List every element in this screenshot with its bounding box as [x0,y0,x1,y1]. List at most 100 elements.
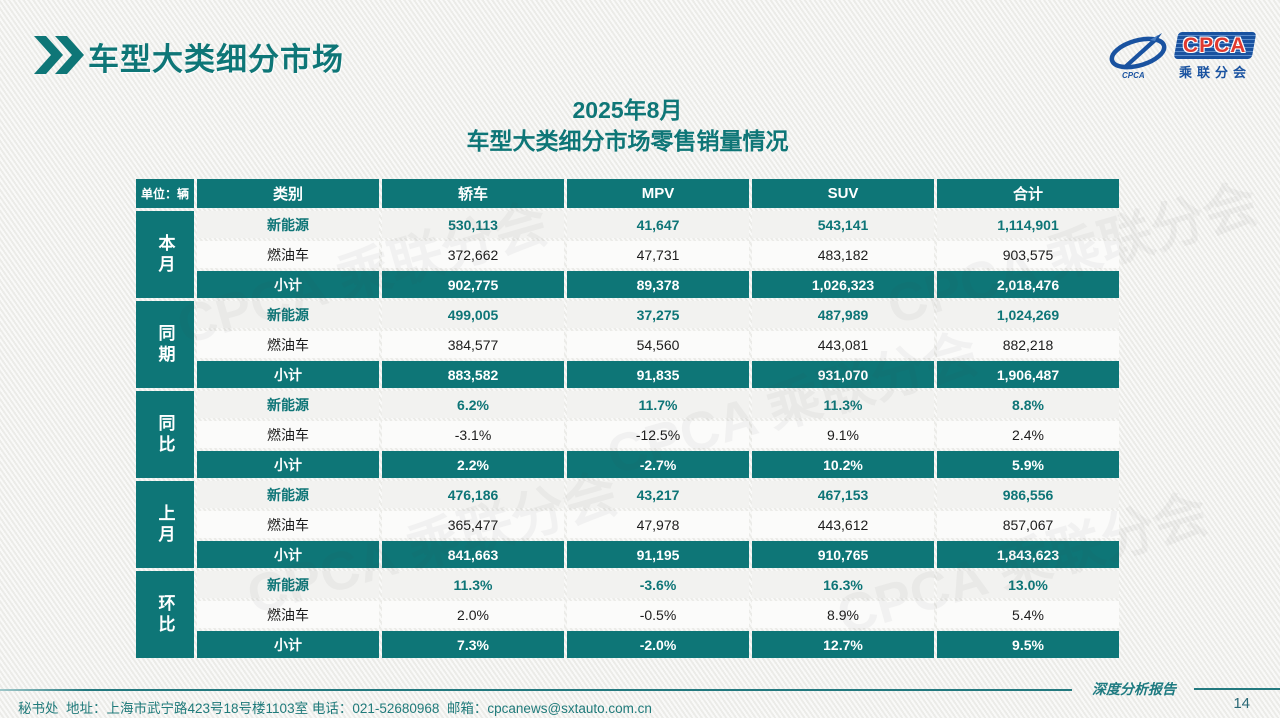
table-row: 小计 883,582 91,835 931,070 1,906,487 [136,361,1119,388]
value-cell: 1,906,487 [937,361,1119,388]
value-cell: 13.0% [937,571,1119,598]
value-cell: 487,989 [752,301,934,328]
group-label-current-month: 本月 [136,211,194,298]
table-row: 燃油车 372,662 47,731 483,182 903,575 [136,241,1119,268]
report-type-label: 深度分析报告 [1092,683,1176,698]
value-cell: -2.7% [567,451,749,478]
category-cell: 小计 [197,631,379,658]
unit-label: 单位：辆 [136,179,194,208]
group-label-yoy: 同比 [136,391,194,478]
value-cell: 986,556 [937,481,1119,508]
value-cell: 365,477 [382,511,564,538]
value-cell: 37,275 [567,301,749,328]
table-row: 小计 841,663 91,195 910,765 1,843,623 [136,541,1119,568]
value-cell: 10.2% [752,451,934,478]
cpca-logo-subtext: 乘联分会 [1178,65,1251,80]
value-cell: 499,005 [382,301,564,328]
value-cell: 5.4% [937,601,1119,628]
value-cell: 483,182 [752,241,934,268]
group-label-mom: 环比 [136,571,194,658]
value-cell: 882,218 [937,331,1119,358]
value-cell: 11.3% [752,391,934,418]
table-title-line1: 2025年8月 [572,97,683,123]
value-cell: 5.9% [937,451,1119,478]
category-cell: 燃油车 [197,421,379,448]
segment-sales-table: 单位：辆 类别 轿车 MPV SUV 合计 本月 新能源 530,113 41,… [133,176,1122,661]
value-cell: -3.6% [567,571,749,598]
value-cell: 931,070 [752,361,934,388]
value-cell: 841,663 [382,541,564,568]
value-cell: 443,612 [752,511,934,538]
footer-contact-info: 秘书处 地址：上海市武宁路423号18号楼1103室 电话：021-526809… [18,701,652,716]
value-cell: -3.1% [382,421,564,448]
category-cell: 小计 [197,361,379,388]
col-header-category: 类别 [197,179,379,208]
footer-rule [0,689,1072,691]
category-cell: 小计 [197,451,379,478]
table-title-line2: 车型大类细分市场零售销量情况 [466,128,789,154]
value-cell: 11.3% [382,571,564,598]
value-cell: 857,067 [937,511,1119,538]
value-cell: 43,217 [567,481,749,508]
category-cell: 新能源 [197,301,379,328]
value-cell: 91,835 [567,361,749,388]
group-label-last-month: 上月 [136,481,194,568]
category-cell: 新能源 [197,211,379,238]
col-header-sedan: 轿车 [382,179,564,208]
value-cell: 12.7% [752,631,934,658]
value-cell: -2.0% [567,631,749,658]
category-cell: 新能源 [197,571,379,598]
value-cell: 8.8% [937,391,1119,418]
value-cell: 9.5% [937,631,1119,658]
value-cell: 476,186 [382,481,564,508]
value-cell: 903,575 [937,241,1119,268]
value-cell: 467,153 [752,481,934,508]
cpca-logo-acronym: CPCA [1183,33,1247,57]
category-cell: 燃油车 [197,601,379,628]
category-cell: 燃油车 [197,241,379,268]
table-row: 本月 新能源 530,113 41,647 543,141 1,114,901 [136,211,1119,298]
value-cell: 1,114,901 [937,211,1119,238]
category-cell: 燃油车 [197,511,379,538]
value-cell: 89,378 [567,271,749,298]
table-title: 2025年8月 车型大类细分市场零售销量情况 [133,95,1122,157]
value-cell: 543,141 [752,211,934,238]
table-row: 小计 2.2% -2.7% 10.2% 5.9% [136,451,1119,478]
category-cell: 新能源 [197,391,379,418]
table-row: 上月 新能源 476,186 43,217 467,153 986,556 [136,481,1119,568]
cpca-logo-badge: CPCA [1173,32,1257,59]
col-header-mpv: MPV [567,179,749,208]
col-header-suv: SUV [752,179,934,208]
table-row: 小计 902,775 89,378 1,026,323 2,018,476 [136,271,1119,298]
table-row: 燃油车 -3.1% -12.5% 9.1% 2.4% [136,421,1119,448]
page-number: 14 [1233,695,1250,712]
value-cell: 9.1% [752,421,934,448]
page-title: 车型大类细分市场 [88,42,344,77]
value-cell: 372,662 [382,241,564,268]
category-cell: 新能源 [197,481,379,508]
table-row: 同期 新能源 499,005 37,275 487,989 1,024,269 [136,301,1119,388]
value-cell: 2.4% [937,421,1119,448]
title-chevron-icon [34,36,84,79]
value-cell: 443,081 [752,331,934,358]
table-row: 同比 新能源 6.2% 11.7% 11.3% 8.8% [136,391,1119,478]
value-cell: 384,577 [382,331,564,358]
value-cell: 6.2% [382,391,564,418]
value-cell: 530,113 [382,211,564,238]
value-cell: 902,775 [382,271,564,298]
value-cell: 47,978 [567,511,749,538]
cpca-logo-text-block: CPCA 乘联分会 [1173,32,1257,81]
value-cell: 2,018,476 [937,271,1119,298]
value-cell: 2.0% [382,601,564,628]
category-cell: 燃油车 [197,331,379,358]
value-cell: 1,843,623 [937,541,1119,568]
value-cell: 91,195 [567,541,749,568]
value-cell: 7.3% [382,631,564,658]
footer-rule-right [1194,688,1280,690]
value-cell: 910,765 [752,541,934,568]
value-cell: 54,560 [567,331,749,358]
table-row: 小计 7.3% -2.0% 12.7% 9.5% [136,631,1119,658]
category-cell: 小计 [197,541,379,568]
value-cell: 41,647 [567,211,749,238]
value-cell: 16.3% [752,571,934,598]
